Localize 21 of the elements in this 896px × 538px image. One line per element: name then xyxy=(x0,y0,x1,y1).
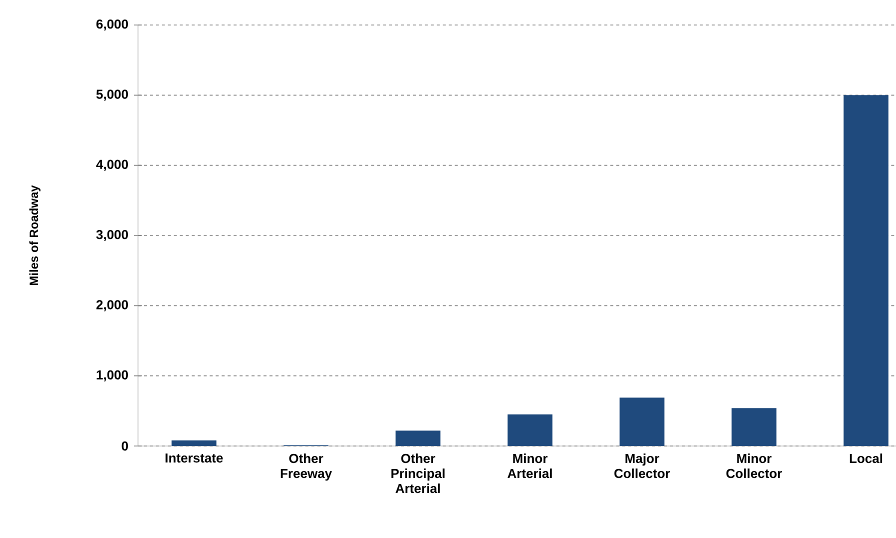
y-tick-label: 3,000 xyxy=(96,230,128,242)
y-tick-label: 6,000 xyxy=(96,19,128,31)
bar xyxy=(732,408,776,446)
y-tick-label: 2,000 xyxy=(96,300,128,312)
y-tick-label: 4,000 xyxy=(96,160,128,171)
x-tick-label: Major Collector xyxy=(614,454,670,478)
bar xyxy=(396,430,440,446)
x-tick-label: Interstate xyxy=(166,454,223,463)
bar xyxy=(172,440,216,446)
x-tick-label: Local xyxy=(850,454,882,464)
x-tick-label: Minor Arterial xyxy=(508,454,552,478)
y-tick-label: 1,000 xyxy=(96,370,128,382)
y-tick-label: 0 xyxy=(122,441,128,451)
x-tick-label: Minor Collector xyxy=(726,454,782,478)
x-tick-label: Other Principal Arterial xyxy=(391,454,445,494)
bar xyxy=(508,414,552,446)
y-tick-label: 5,000 xyxy=(96,90,128,101)
bar xyxy=(844,95,888,446)
bar xyxy=(620,398,664,446)
x-tick-label: Other Freeway xyxy=(280,454,332,481)
y-axis-title: Miles of Roadway xyxy=(29,185,40,286)
